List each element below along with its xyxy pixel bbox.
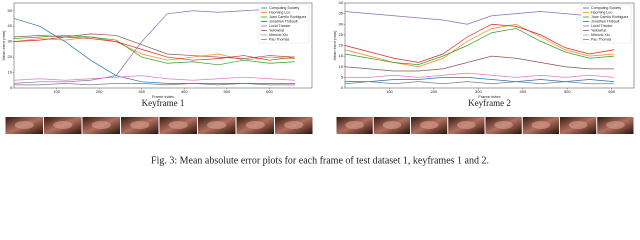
series-line	[344, 23, 615, 63]
legend-box	[580, 4, 632, 44]
series-line	[345, 77, 615, 82]
thumbnail-highlight	[568, 121, 588, 129]
x-axis-label: Frame index	[478, 94, 500, 99]
legend-label: Jonathan Thibault	[269, 19, 298, 23]
y-tick-label: 35	[339, 11, 344, 16]
x-tick-label: 300	[138, 89, 145, 94]
x-tick-label: 600	[608, 89, 615, 94]
y-tick-label: 0	[10, 85, 13, 90]
thumbnail-highlight	[494, 121, 513, 129]
y-tick-label: 40	[8, 23, 13, 28]
y-tick-label: 30	[339, 21, 344, 26]
thumbnail-highlight	[130, 121, 150, 129]
x-tick-label: 100	[53, 89, 60, 94]
x-tick-label: 100	[386, 89, 393, 94]
thumbnail-highlight	[168, 121, 188, 129]
keyframe-label: Keyframe 2	[468, 98, 511, 108]
x-tick-label: 200	[431, 89, 438, 94]
thumbnail-highlight	[91, 121, 111, 129]
y-tick-label: 50	[8, 8, 13, 13]
series-line	[344, 81, 614, 85]
series-line	[13, 75, 295, 81]
thumbnail-highlight	[284, 121, 304, 129]
legend-label: Lucid Tracker	[269, 24, 291, 28]
y-tick-label: 40	[339, 0, 344, 5]
legend-label: Haoming Luo	[269, 10, 290, 14]
x-tick-label: 300	[475, 89, 482, 94]
chart: 0 5 10 15 20 25 30 35 40 100 200 300 400 500 600 Frame …	[332, 0, 635, 108]
x-tick-label: 400	[181, 89, 188, 94]
legend-label: Juan Camilo Rodriguez	[269, 15, 307, 19]
legend-label: Computing Society	[591, 6, 621, 10]
series-line	[344, 28, 615, 65]
x-tick-label: 200	[96, 89, 103, 94]
x-tick-label: 500	[564, 89, 571, 94]
legend-label: Pau Thomas	[591, 37, 612, 41]
legend-label: Juan Camilo Rodriguez	[591, 15, 629, 19]
y-tick-label: 5	[341, 74, 344, 79]
y-axis-label: Mean error (mm)	[1, 30, 6, 61]
thumbnail-highlight	[207, 121, 227, 129]
series-line	[13, 36, 295, 61]
keyframe-label: Keyframe 1	[142, 98, 185, 108]
x-tick-label: 600	[266, 89, 273, 94]
thumbnail-highlight	[606, 121, 625, 129]
caption: Fig. 3: Mean absolute error plots for ea…	[151, 155, 489, 166]
y-tick-label: 20	[339, 43, 344, 48]
series-line	[13, 8, 295, 84]
thumbnail-highlight	[531, 121, 551, 129]
x-tick-label: 500	[224, 89, 231, 94]
legend-label: Yellowhat	[591, 28, 606, 32]
series-line	[13, 33, 295, 59]
y-tick-label: 20	[8, 54, 13, 59]
figure: Fig. 3: Mean absolute error plots for ea…	[1, 0, 635, 166]
thumbnail-highlight	[14, 121, 34, 129]
y-tick-label: 0	[341, 85, 344, 90]
thumbnail-highlight	[245, 121, 265, 129]
legend-label: Computing Society	[269, 6, 299, 10]
thumbnail-highlight	[382, 121, 402, 129]
series-line	[344, 55, 614, 72]
x-axis-label: Frame index	[152, 94, 174, 99]
series-line	[13, 36, 296, 61]
series-line	[345, 72, 615, 78]
legend-label: Jonathan Thibault	[591, 19, 620, 23]
y-tick-label: 30	[8, 39, 13, 44]
legend-label: Mitrovic Xiu	[269, 33, 288, 37]
y-tick-label: 10	[339, 64, 344, 69]
y-tick-label: 25	[339, 32, 344, 37]
thumbnail-highlight	[345, 121, 364, 129]
legend-label: Mitrovic Xiu	[591, 33, 610, 37]
legend-label: Lucid Tracker	[591, 24, 613, 28]
y-tick-label: 10	[8, 70, 13, 75]
series-line	[14, 83, 295, 86]
legend-label: Yellowhat	[269, 28, 284, 32]
thumbnail-highlight	[419, 121, 439, 129]
thumbnail-highlight	[457, 121, 476, 129]
y-tick-label: 15	[339, 53, 344, 58]
thumbnail-highlight	[53, 121, 73, 129]
legend-label: Haoming Luo	[591, 10, 612, 14]
y-axis-label: Mean error (mm)	[332, 30, 337, 61]
series-line	[344, 11, 615, 25]
legend-box	[258, 4, 310, 44]
legend-label: Pau Thomas	[269, 37, 290, 41]
chart: 0 10 20 30 40 50 100 200 300 400 500 600 Frame index…	[1, 2, 313, 108]
x-tick-label: 400	[520, 89, 527, 94]
series-line	[13, 35, 295, 66]
thumbnail-strips	[5, 117, 634, 134]
